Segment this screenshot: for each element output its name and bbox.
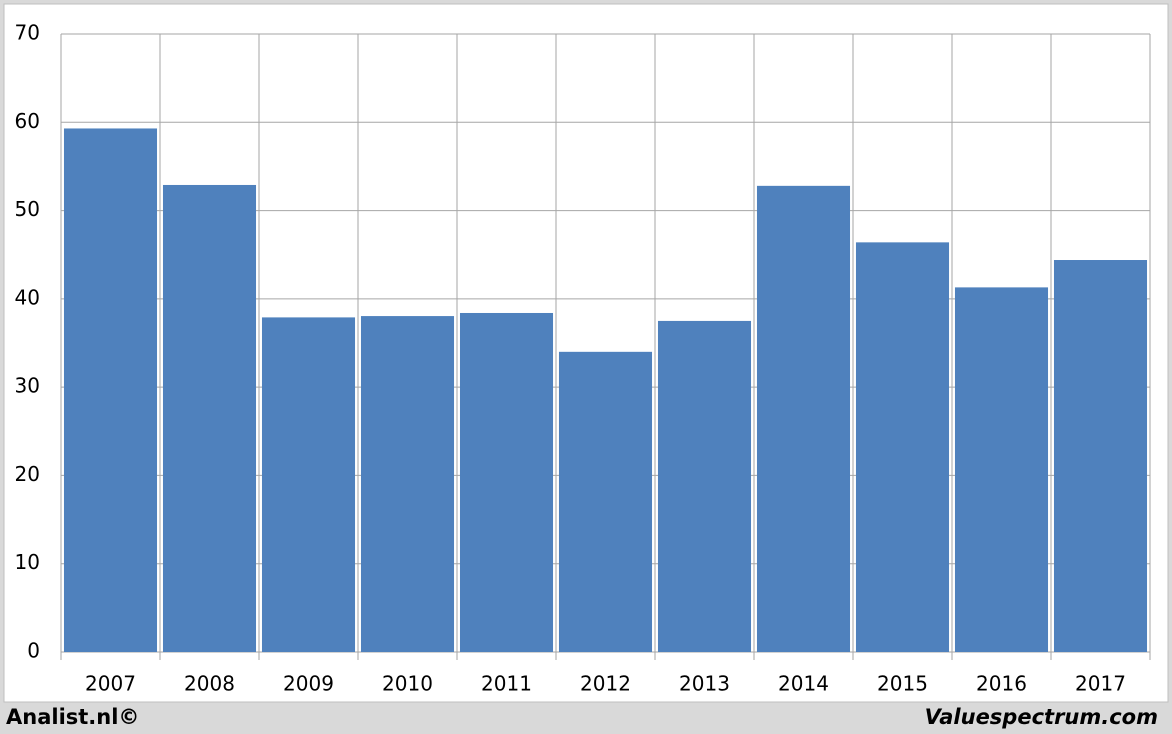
y-tick-label: 40 (15, 285, 40, 309)
x-tick-label: 2012 (580, 672, 631, 696)
bar (1053, 260, 1148, 652)
x-tick-label: 2009 (283, 672, 334, 696)
bar (63, 128, 158, 653)
bar (360, 316, 455, 652)
x-tick-label: 2016 (976, 672, 1027, 696)
bar (954, 287, 1049, 652)
bar (657, 320, 752, 652)
x-tick-label: 2014 (778, 672, 829, 696)
x-tick-label: 2010 (382, 672, 433, 696)
y-tick-label: 30 (15, 374, 40, 398)
bar (756, 185, 851, 652)
y-tick-label: 60 (15, 109, 40, 133)
bar (558, 351, 653, 652)
y-tick-label: 70 (15, 21, 40, 45)
x-tick-label: 2015 (877, 672, 928, 696)
x-tick-label: 2013 (679, 672, 730, 696)
y-tick-label: 10 (15, 550, 40, 574)
bar (855, 242, 950, 652)
x-tick-label: 2011 (481, 672, 532, 696)
source: Analist.nl© (6, 705, 139, 729)
x-tick-label: 2008 (184, 672, 235, 696)
x-tick-label: 2007 (85, 672, 136, 696)
credit: Valuespectrum.com (925, 705, 1158, 729)
y-tick-label: 50 (15, 197, 40, 221)
y-tick-label: 20 (15, 462, 40, 486)
x-tick-label: 2017 (1075, 672, 1126, 696)
bar (162, 184, 257, 652)
y-tick-label: 0 (27, 639, 40, 663)
bar (459, 312, 554, 652)
bar (261, 317, 356, 652)
